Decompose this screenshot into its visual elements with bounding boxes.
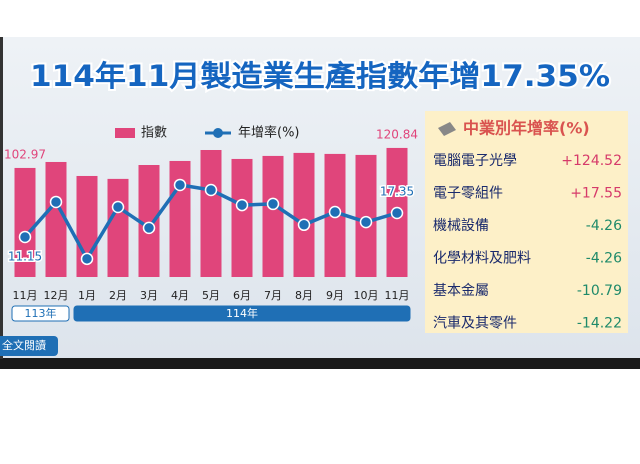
x-tick-label: 11月 (385, 289, 410, 302)
side-table-name: 電腦電子光學 (433, 153, 517, 169)
side-table-value: -4.26 (586, 251, 622, 267)
x-tick-label: 12月 (44, 289, 69, 302)
bar (262, 155, 284, 277)
x-tick-label: 6月 (233, 289, 251, 302)
line-point (328, 205, 342, 219)
side-table-value: +124.52 (561, 153, 622, 169)
line-point (142, 221, 156, 235)
line-value-label: 11.15 (8, 249, 42, 263)
bar-value-label: 120.84 (376, 127, 418, 141)
x-tick-label: 5月 (202, 289, 220, 302)
bar-value-label: 102.97 (4, 147, 46, 161)
year-group-box (11, 305, 70, 322)
line-point (297, 218, 311, 232)
bar (200, 149, 222, 277)
x-tick-label: 3月 (140, 289, 158, 302)
legend-dot (213, 128, 223, 138)
line-point (111, 200, 125, 214)
bar (14, 167, 36, 277)
x-tick-label: 8月 (295, 289, 313, 302)
line-point (359, 215, 373, 229)
bar (45, 161, 67, 277)
side-table-value: -14.22 (577, 316, 622, 332)
line-point (266, 197, 280, 211)
x-tick-label: 1月 (78, 289, 96, 302)
line-point (204, 183, 218, 197)
line-point (235, 198, 249, 212)
side-panel (425, 111, 628, 333)
line-point (49, 195, 63, 209)
legend-label: 指數 (141, 126, 167, 141)
bar (169, 160, 191, 277)
year-group-box (73, 305, 411, 322)
side-table-title: 中業別年增率(%) (463, 119, 590, 138)
line-value-label: 17.35 (380, 184, 414, 198)
x-tick-label: 2月 (109, 289, 127, 302)
button-label[interactable]: 全文閱讀 (2, 338, 46, 352)
x-tick-label: 9月 (326, 289, 344, 302)
line-point (80, 252, 94, 266)
line-point (18, 230, 32, 244)
chart-title: 114年11月製造業生產指數年增17.35% (30, 59, 610, 93)
side-table-name: 汽車及其零件 (433, 315, 517, 332)
bar (231, 158, 253, 277)
side-table-value: -4.26 (586, 218, 622, 234)
x-tick-label: 10月 (354, 289, 379, 302)
side-table-name: 基本金屬 (433, 282, 489, 299)
line-point (173, 178, 187, 192)
side-table-value: +17.55 (570, 186, 622, 202)
line-point (390, 206, 404, 220)
side-table-name: 機械設備 (433, 218, 489, 234)
side-table-name: 化學材料及肥料 (433, 251, 531, 267)
side-table-value: -10.79 (577, 283, 622, 299)
x-tick-label: 4月 (171, 289, 189, 302)
bar (293, 152, 315, 277)
year-group-label: 113年 (25, 306, 57, 320)
button-box[interactable] (0, 336, 58, 356)
year-group-label: 114年 (226, 306, 258, 320)
bar (107, 178, 129, 277)
x-tick-label: 11月 (13, 289, 38, 302)
x-tick-label: 7月 (264, 289, 282, 302)
legend-label: 年增率(%) (238, 125, 300, 141)
button[interactable]: 全文閱讀 (0, 336, 58, 356)
icon (438, 122, 456, 136)
side-table-name: 電子零組件 (433, 186, 503, 202)
bottom-bar (0, 358, 640, 369)
left-edge (0, 37, 3, 359)
legend-swatch (115, 128, 135, 138)
bar (138, 165, 160, 277)
